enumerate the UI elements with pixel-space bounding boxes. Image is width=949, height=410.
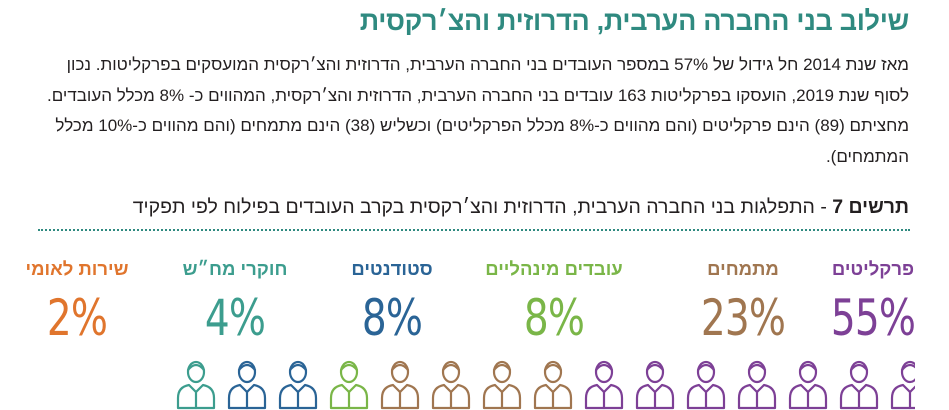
stat-value: 8% bbox=[523, 289, 585, 347]
stat-label: מתמחים bbox=[707, 258, 779, 279]
figure-number: תרשים 7 bbox=[832, 196, 909, 218]
person-icon bbox=[788, 360, 828, 410]
intro-paragraph: מאז שנת 2014 חל גידול של 57% במספר העובד… bbox=[46, 55, 909, 166]
person-icon bbox=[482, 360, 522, 410]
dotted-divider bbox=[38, 229, 910, 231]
section-title: שילוב בני החברה הערבית, הדרוזית והצ׳רקסי… bbox=[359, 6, 910, 36]
person-icon bbox=[380, 360, 420, 410]
person-icon bbox=[329, 360, 369, 410]
stat-value: 8% bbox=[361, 289, 423, 347]
stat-label: עובדים מינהליים bbox=[485, 258, 623, 279]
people-icon-row bbox=[176, 360, 915, 410]
stat-column: מתמחים 23% bbox=[668, 258, 818, 348]
stat-column: חוקרי מח״ש 4% bbox=[160, 258, 310, 348]
stat-column: שירות לאומי 2% bbox=[2, 258, 152, 348]
stat-label: פרקליטים bbox=[831, 258, 915, 279]
stat-column: סטודנטים 8% bbox=[317, 258, 467, 348]
person-icon bbox=[839, 360, 879, 410]
person-icon bbox=[227, 360, 267, 410]
figure-caption: תרשים 7 - התפלגות בני החברה הערבית, הדרו… bbox=[29, 196, 909, 219]
stat-label: סטודנטים bbox=[351, 258, 433, 279]
person-icon bbox=[737, 360, 777, 410]
stat-value: 55% bbox=[830, 289, 916, 347]
stat-label: חוקרי מח״ש bbox=[182, 258, 288, 279]
stat-column: פרקליטים 55% bbox=[798, 258, 948, 348]
person-icon bbox=[635, 360, 675, 410]
figure-title: - התפלגות בני החברה הערבית, הדרוזית והצ׳… bbox=[132, 196, 833, 218]
person-icon bbox=[890, 360, 915, 410]
stat-value: 2% bbox=[46, 289, 108, 347]
stat-value: 23% bbox=[700, 289, 786, 347]
person-icon bbox=[431, 360, 471, 410]
stat-label: שירות לאומי bbox=[25, 258, 129, 279]
person-icon bbox=[533, 360, 573, 410]
stat-value: 4% bbox=[204, 289, 266, 347]
stat-column: עובדים מינהליים 8% bbox=[479, 258, 629, 348]
person-icon bbox=[686, 360, 726, 410]
person-icon bbox=[176, 360, 216, 410]
person-icon bbox=[278, 360, 318, 410]
person-icon bbox=[584, 360, 624, 410]
